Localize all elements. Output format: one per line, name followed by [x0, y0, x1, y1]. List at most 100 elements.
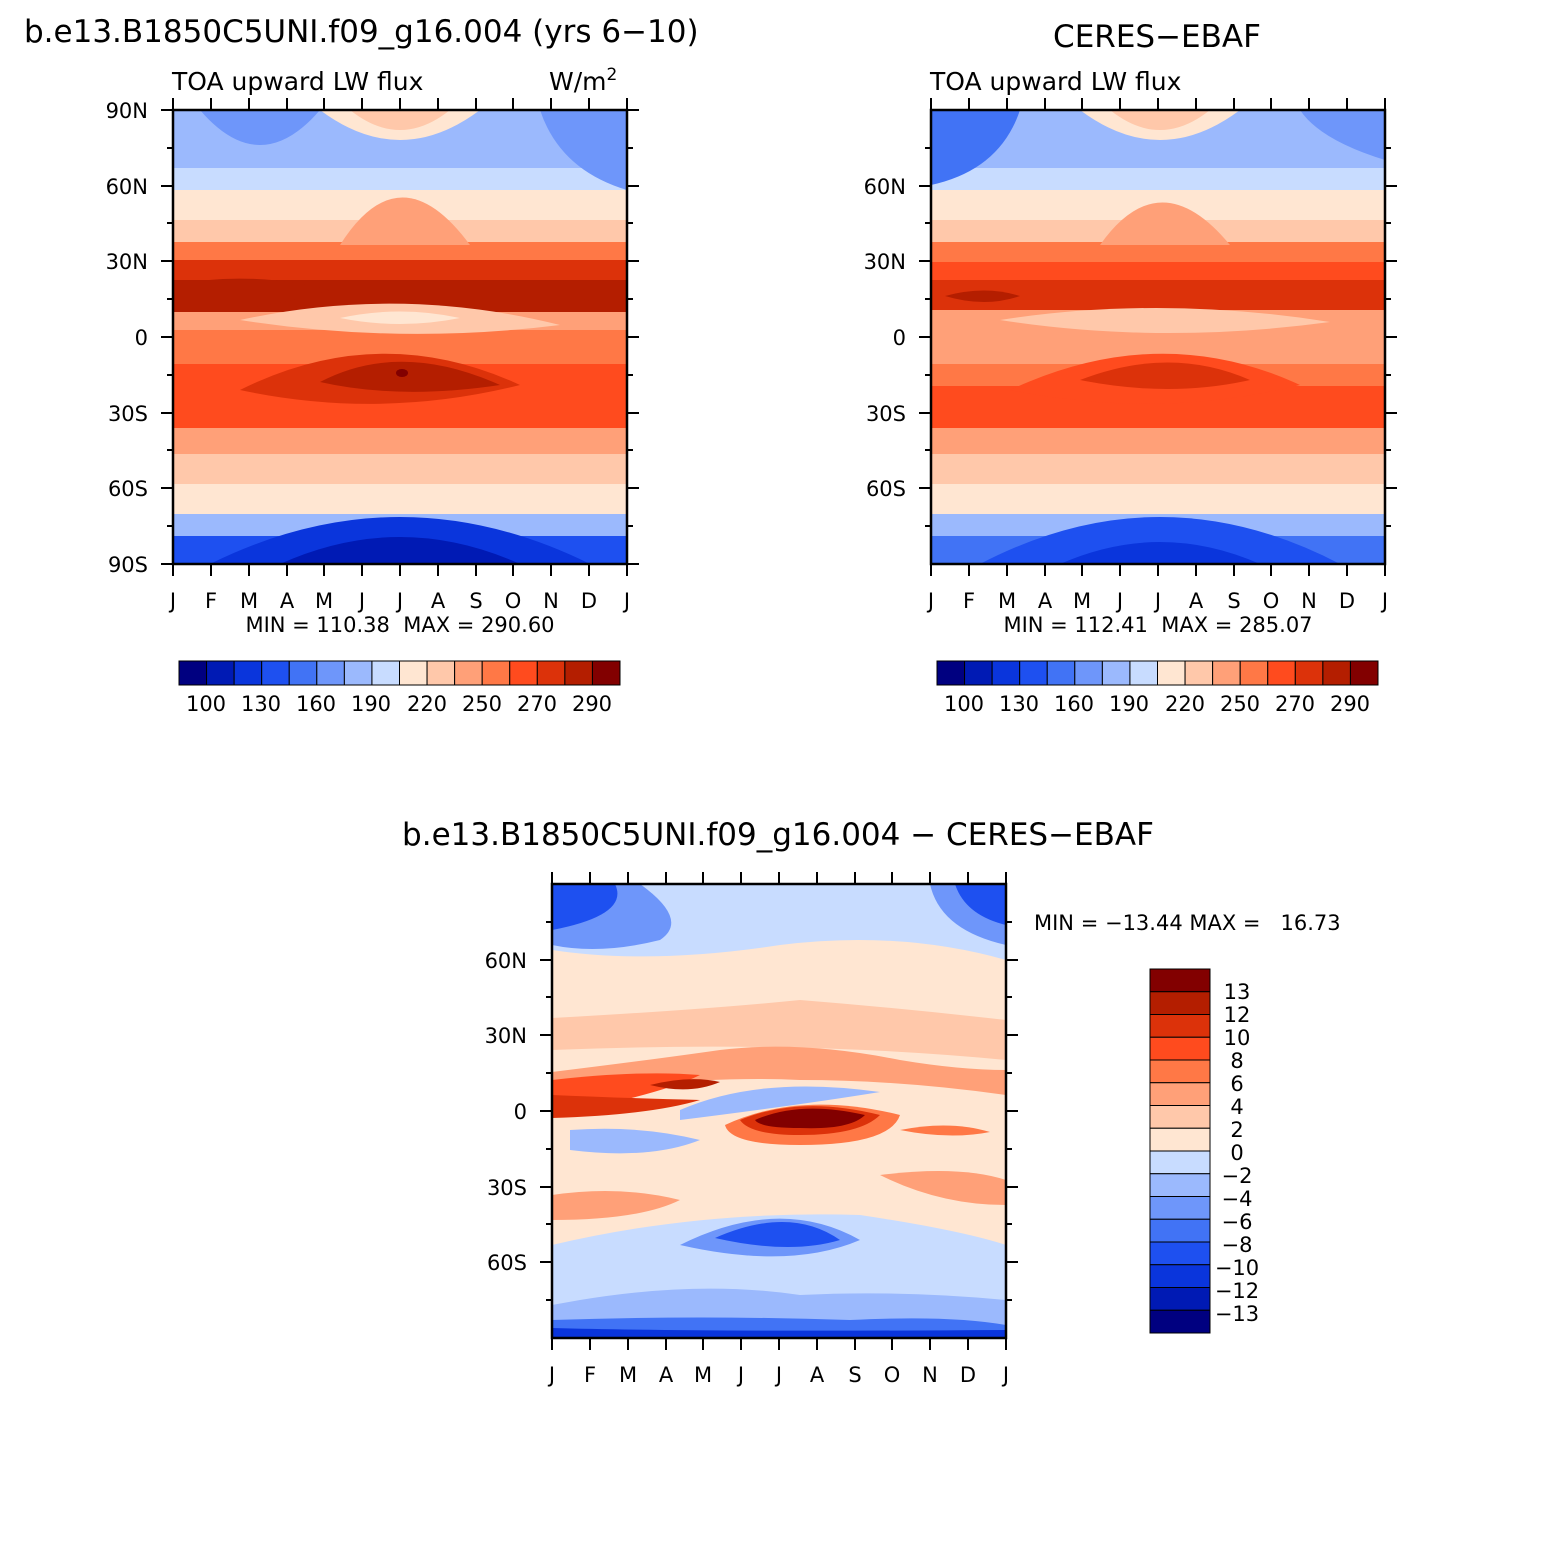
model-blob [173, 278, 330, 311]
colorbar-label: 6 [1230, 1072, 1243, 1096]
diff-y-ticks [540, 921, 1018, 1301]
y-tick-label: 30S [108, 402, 148, 426]
obs-blob [1080, 362, 1250, 389]
colorbar-box [1212, 660, 1241, 686]
colorbar-box [591, 660, 621, 686]
obs-min-max: MIN = 112.41 MAX = 285.07 [1003, 613, 1312, 637]
x-tick-label: J [1115, 589, 1123, 613]
colorbar-box [564, 660, 593, 686]
colorbar-box [1349, 660, 1379, 686]
y-tick-label: 30N [864, 250, 906, 274]
colorbar-box [233, 660, 263, 686]
colorbar-boxes [1149, 968, 1211, 1334]
diff-y-labels: 60N 30N 0 30S 60S [485, 949, 527, 1275]
x-tick-label: M [694, 1363, 712, 1387]
obs-subtitle: TOA upward LW flux [929, 67, 1181, 96]
y-tick-label: 60N [864, 175, 906, 199]
x-tick-label: A [810, 1363, 825, 1387]
x-tick-label: N [1301, 589, 1317, 613]
x-tick-label: D [581, 589, 597, 613]
x-tick-label: D [960, 1363, 976, 1387]
obs-x-labels: J F M A M J J A S O N D J [926, 589, 1388, 613]
model-blob [580, 287, 627, 305]
diff-blob [552, 1191, 680, 1220]
colorbar-label: −4 [1222, 1187, 1253, 1211]
y-tick-label: 60N [485, 949, 527, 973]
colorbar-box [1184, 660, 1214, 686]
x-tick-label: A [431, 589, 446, 613]
y-tick-label: 30N [485, 1024, 527, 1048]
x-tick-label: N [543, 589, 559, 613]
x-tick-label: F [963, 589, 975, 613]
colorbar-box [1074, 660, 1103, 686]
model-y-labels: 90N 60N 30N 0 30S 60S 90S [106, 99, 148, 577]
panel-diff: b.e13.B1850C5UNI.f09_g16.004 − CERES−EBA… [402, 817, 1341, 1387]
colorbar-box [1149, 1014, 1211, 1038]
colorbar-box [426, 660, 456, 686]
obs-band [931, 242, 1385, 262]
x-tick-label: J [1380, 589, 1388, 613]
colorbar-box [1046, 660, 1076, 686]
obs-blob [1110, 110, 1210, 130]
model-plot-area [171, 108, 629, 566]
diff-plot-area [550, 882, 1008, 1340]
obs-band [931, 168, 1385, 190]
y-tick-label: 0 [514, 1100, 527, 1124]
x-tick-label: J [357, 589, 365, 613]
obs-title: CERES−EBAF [1053, 19, 1261, 55]
diff-ticks [540, 872, 1018, 1350]
colorbar-label: −13 [1215, 1302, 1259, 1326]
obs-band [931, 140, 1385, 168]
colorbar-label: 0 [1230, 1141, 1243, 1165]
x-tick-label: S [1227, 589, 1240, 613]
colorbar-box [1267, 660, 1296, 686]
obs-blob [980, 517, 1340, 564]
y-tick-label: 30N [106, 250, 148, 274]
colorbar-label: −12 [1215, 1279, 1259, 1303]
x-tick-label: J [168, 589, 176, 613]
colorbar-box [1149, 1105, 1211, 1129]
diff-min-max: MIN = −13.44 MAX = 16.73 [1034, 911, 1341, 935]
model-blob [173, 455, 627, 470]
y-tick-label: 90S [108, 553, 148, 577]
model-ticks [161, 98, 639, 576]
colorbar-box [316, 660, 345, 686]
colorbar-label: 2 [1230, 1118, 1243, 1142]
colorbar-box [509, 660, 538, 686]
model-y-ticks [161, 109, 639, 565]
x-tick-label: A [280, 589, 295, 613]
colorbar-box [1294, 660, 1324, 686]
y-tick-label: 60S [487, 1251, 527, 1275]
model-blob [540, 110, 627, 190]
colorbar-box [1149, 1287, 1211, 1311]
model-blob [340, 197, 470, 245]
x-tick-label: F [205, 589, 217, 613]
y-tick-label: 60S [866, 477, 906, 501]
diff-blob [900, 1125, 990, 1136]
colorbar-box [1129, 660, 1158, 686]
model-units: W/m2 [549, 65, 617, 96]
x-tick-label: D [1339, 589, 1355, 613]
diff-blob [552, 1095, 700, 1118]
colorbar-label: 160 [1054, 692, 1094, 716]
diff-colorbar: 13 12 10 8 6 4 2 0 −2 −4 −6 −8 −10 −12 −… [1149, 968, 1259, 1334]
obs-band [931, 428, 1385, 454]
colorbar-label: 8 [1230, 1049, 1243, 1073]
obs-blob [1000, 307, 1330, 334]
diff-blob [552, 1328, 1006, 1338]
model-band [173, 242, 627, 260]
colorbar-box [1149, 1309, 1211, 1334]
y-tick-label: 30S [487, 1176, 527, 1200]
x-tick-label: M [998, 589, 1016, 613]
model-band [173, 428, 627, 454]
diff-blob [552, 884, 618, 930]
x-tick-label: O [1263, 589, 1280, 613]
diff-blob [680, 1086, 880, 1120]
x-tick-label: S [469, 589, 482, 613]
model-band [173, 260, 627, 280]
x-tick-label: S [848, 1363, 861, 1387]
model-subtitle: TOA upward LW flux [171, 67, 423, 96]
colorbar-label: 190 [1109, 692, 1149, 716]
colorbar-box [1149, 1082, 1211, 1106]
